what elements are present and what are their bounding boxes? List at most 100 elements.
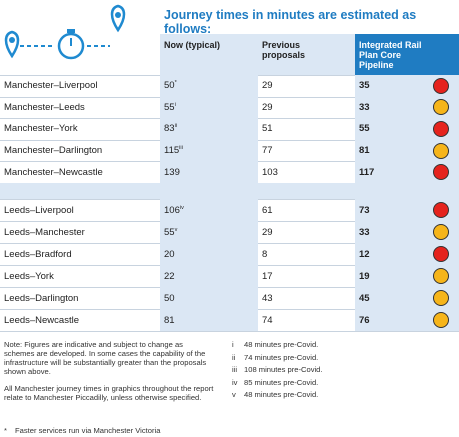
covid-note-text: 74 minutes pre-Covid.: [244, 352, 319, 362]
route-cell: Manchester–Darlington: [4, 145, 103, 157]
cell-bg: [160, 221, 258, 243]
irp-cell: 81: [359, 145, 370, 157]
previous-cell: 29: [262, 80, 273, 92]
route-cell: Leeds–Manchester: [4, 226, 85, 238]
cell-bg: [160, 287, 258, 309]
note-mark: iii: [179, 145, 183, 152]
cell-bg: [160, 243, 258, 265]
previous-cell: 8: [262, 248, 268, 260]
pin-dot: [9, 37, 15, 43]
covid-note-text: 108 minutes pre-Covid.: [244, 365, 323, 374]
covid-note: iv 85 minutes pre-Covid.: [232, 378, 318, 387]
cell-bg: [160, 75, 258, 97]
route-cell: Manchester–Leeds: [4, 101, 85, 113]
now-number: 50: [164, 292, 175, 304]
now-cell: 55i: [164, 97, 176, 119]
cell-bg: [355, 287, 459, 309]
now-cell: 22: [164, 265, 175, 287]
cell-bg: [355, 199, 459, 221]
status-dot: [433, 312, 449, 328]
header-bg: [160, 34, 355, 75]
cell-bg: [160, 161, 258, 183]
covid-note-text: 48 minutes pre-Covid.: [244, 390, 319, 399]
cell-bg: [160, 309, 258, 331]
status-dot: [433, 268, 449, 284]
cell-bg: [355, 139, 459, 162]
route-cell: Leeds–Newcastle: [4, 314, 79, 326]
covid-note-mark: iv: [232, 377, 238, 387]
note-mark: ii: [174, 123, 178, 130]
irp-cell: 76: [359, 314, 370, 326]
previous-cell: 74: [262, 314, 273, 326]
cell-bg: [160, 139, 258, 162]
now-cell: 50*: [164, 75, 177, 97]
cell-bg: [355, 243, 459, 265]
route-cell: Manchester–Newcastle: [4, 166, 103, 178]
irp-cell: 35: [359, 80, 370, 92]
status-dot: [433, 121, 449, 137]
pin-dot: [115, 12, 121, 18]
irp-cell: 117: [359, 166, 375, 178]
now-number: 22: [164, 270, 175, 282]
previous-cell: 17: [262, 270, 273, 282]
status-dot: [433, 77, 449, 94]
status-dot: [433, 99, 449, 116]
route-cell: Leeds–Bradford: [4, 248, 72, 260]
covid-note-mark: ii: [232, 352, 236, 362]
status-dot: [433, 164, 449, 181]
stopwatch-icon: [57, 32, 85, 60]
cell-bg: [160, 199, 258, 221]
now-value: 81: [164, 315, 175, 326]
route-cell: Leeds–York: [4, 270, 54, 282]
column-header: Previous proposals: [262, 40, 306, 60]
irp-cell: 45: [359, 292, 370, 304]
now-cell: 20: [164, 243, 175, 265]
pin-icon: [110, 4, 126, 33]
header-bg: [355, 34, 459, 75]
previous-cell: 29: [262, 101, 273, 113]
now-value: 139: [164, 167, 180, 178]
cell-bg: [355, 75, 459, 97]
irp-cell: 19: [359, 270, 370, 282]
note-mark: i: [174, 101, 176, 108]
cell-bg: [160, 265, 258, 287]
irp-cell: 55: [359, 123, 370, 135]
now-value: 50: [164, 293, 175, 304]
now-number: 50: [164, 80, 175, 92]
status-dot: [433, 224, 449, 240]
route-cell: Leeds–Darlington: [4, 292, 79, 304]
now-number: 81: [164, 314, 175, 326]
note-mark: *: [174, 80, 177, 87]
pin-icon: [4, 30, 20, 59]
irp-cell: 33: [359, 226, 370, 238]
covid-note-mark: v: [232, 390, 236, 399]
previous-cell: 61: [262, 204, 273, 216]
now-cell: 139: [164, 161, 180, 183]
group-gap: [0, 183, 459, 199]
now-cell: 55v: [164, 221, 177, 243]
column-header: Integrated Rail Plan Core Pipeline: [359, 40, 422, 70]
previous-cell: 77: [262, 145, 273, 157]
now-cell: 115iii: [164, 140, 183, 162]
now-number: 20: [164, 248, 175, 260]
now-value: 55i: [164, 102, 176, 113]
footnote-mark: *: [4, 426, 7, 435]
note-text: All Manchester journey times in graphics…: [4, 384, 214, 402]
previous-cell: 29: [262, 226, 273, 238]
now-value: 106iv: [164, 205, 184, 216]
cell-bg: [160, 118, 258, 140]
covid-note-mark: iii: [232, 365, 238, 374]
covid-note-text: 48 minutes pre-Covid.: [244, 340, 319, 349]
route-cell: Manchester–York: [4, 123, 78, 135]
now-value: 55v: [164, 227, 177, 238]
cell-bg: [355, 265, 459, 287]
footnote-text: Faster services run via Manchester Victo…: [14, 426, 161, 435]
footnote: * Faster services run via Manchester Vict…: [4, 426, 214, 435]
now-value: 22: [164, 271, 175, 282]
title: Journey times in minutes are estimated a…: [164, 8, 417, 36]
status-dot: [433, 246, 449, 262]
previous-cell: 103: [262, 166, 278, 178]
stopwatch-top: [67, 29, 75, 33]
note-mark: v: [174, 226, 178, 233]
